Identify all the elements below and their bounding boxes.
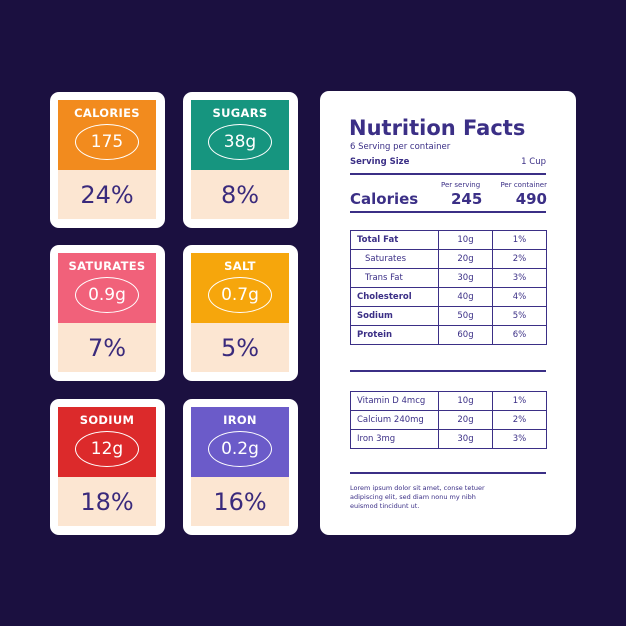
calories-serving: 245: [451, 190, 483, 208]
footnote: euismod tincidunt ut.: [350, 502, 420, 510]
card-amount: 0.9g: [75, 277, 139, 313]
table-row: Saturates 20g 2%: [350, 249, 547, 269]
table-cell: Iron 3mg: [350, 429, 439, 449]
table-cell: 60g: [438, 325, 493, 345]
card-percent: 5%: [191, 323, 289, 372]
rule: [350, 211, 546, 213]
card-label: SUGARS: [212, 106, 268, 120]
card-header: SUGARS 38g: [191, 100, 289, 170]
table-cell: 40g: [438, 287, 493, 307]
table-cell: 4%: [492, 287, 547, 307]
nutrient-card: IRON 0.2g 16%: [183, 399, 298, 535]
card-amount: 0.7g: [208, 277, 272, 313]
table-row: Protein 60g 6%: [350, 325, 547, 345]
rule: [350, 370, 546, 372]
table-row: Trans Fat 30g 3%: [350, 268, 547, 288]
table-cell: 10g: [438, 391, 493, 411]
table-row: Iron 3mg 30g 3%: [350, 429, 547, 449]
card-header: SODIUM 12g: [58, 407, 156, 477]
card-percent: 7%: [58, 323, 156, 372]
calories-container: 490: [515, 190, 547, 208]
table-row: Calcium 240mg 20g 2%: [350, 410, 547, 430]
table-cell: 3%: [492, 268, 547, 288]
card-percent: 18%: [58, 477, 156, 526]
table-cell: 3%: [492, 429, 547, 449]
rule: [350, 173, 546, 175]
table-cell: Calcium 240mg: [350, 410, 439, 430]
table-cell: 20g: [438, 249, 493, 269]
card-percent: 8%: [191, 170, 289, 219]
servings: 6 Serving per container: [350, 142, 451, 152]
table-cell: 30g: [438, 268, 493, 288]
card-percent: 24%: [58, 170, 156, 219]
table-cell: 1%: [492, 391, 547, 411]
card-header: CALORIES 175: [58, 100, 156, 170]
nutrient-card: SODIUM 12g 18%: [50, 399, 165, 535]
card-label: CALORIES: [74, 106, 140, 120]
nutrition-label: Nutrition Facts 6 Serving per container Se…: [320, 91, 576, 535]
card-amount: 175: [75, 124, 139, 160]
table-cell: 30g: [438, 429, 493, 449]
table-row: Vitamin D 4mcg 10g 1%: [350, 391, 547, 411]
table-cell: Cholesterol: [350, 287, 439, 307]
table-cell: Total Fat: [350, 230, 439, 250]
table-cell: 10g: [438, 230, 493, 250]
table-row: Cholesterol 40g 4%: [350, 287, 547, 307]
label-title: Nutrition Facts: [349, 116, 526, 140]
per-serving: Per serving: [441, 181, 481, 189]
per-container: Per container: [500, 181, 547, 189]
table-cell: 2%: [492, 249, 547, 269]
card-label: SODIUM: [79, 413, 135, 427]
card-header: IRON 0.2g: [191, 407, 289, 477]
table-row: Total Fat 10g 1%: [350, 230, 547, 250]
card-label: IRON: [223, 413, 257, 427]
card-percent: 16%: [191, 477, 289, 526]
table-cell: 5%: [492, 306, 547, 326]
table-cell: Sodium: [350, 306, 439, 326]
table-cell: Vitamin D 4mcg: [350, 391, 439, 411]
serving-size: 1 Cup: [521, 157, 546, 167]
calories-label: Calories: [350, 190, 419, 208]
table-cell: 50g: [438, 306, 493, 326]
card-header: SALT 0.7g: [191, 253, 289, 323]
table-cell: Protein: [350, 325, 439, 345]
footnote: adipiscing elit, sed diam nonu my nibh: [350, 493, 476, 501]
card-amount: 12g: [75, 431, 139, 467]
nutrient-card: SUGARS 38g 8%: [183, 92, 298, 228]
nutrient-card: SALT 0.7g 5%: [183, 245, 298, 381]
card-amount: 0.2g: [208, 431, 272, 467]
card-header: SATURATES 0.9g: [58, 253, 156, 323]
rule: [350, 472, 546, 474]
card-label: SALT: [224, 259, 256, 273]
nutrient-table: Total Fat 10g 1% Saturates 20g 2% Trans Fat 30g…: [350, 230, 547, 345]
table-cell: 2%: [492, 410, 547, 430]
table-row: Sodium 50g 5%: [350, 306, 547, 326]
nutrient-table: Vitamin D 4mcg 10g 1% Calcium 240mg 20g 2% Iro…: [350, 391, 547, 449]
nutrient-card: SATURATES 0.9g 7%: [50, 245, 165, 381]
table-cell: 6%: [492, 325, 547, 345]
table-cell: 1%: [492, 230, 547, 250]
serving-size-label: Serving Size: [350, 157, 410, 167]
card-label: SATURATES: [68, 259, 146, 273]
table-cell: 20g: [438, 410, 493, 430]
card-amount: 38g: [208, 124, 272, 160]
table-cell: Trans Fat: [350, 268, 439, 288]
nutrient-card: CALORIES 175 24%: [50, 92, 165, 228]
footnote: Lorem ipsum dolor sit amet, conse tetuer: [350, 484, 485, 492]
table-cell: Saturates: [350, 249, 439, 269]
